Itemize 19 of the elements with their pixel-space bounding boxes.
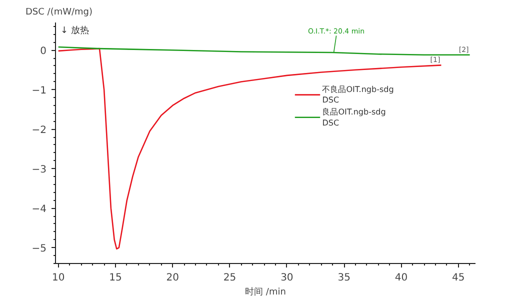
annotation: ↓ 放热	[60, 25, 89, 36]
x-tick-label: 10	[52, 272, 65, 284]
y-axis-title: DSC /(mW/mg)	[26, 8, 93, 18]
x-axis-title: 时间 /min	[245, 286, 286, 298]
y-tick-label: −1	[32, 86, 47, 97]
x-tick-label: 40	[394, 272, 408, 284]
x-tick-label: 20	[166, 272, 180, 284]
legend-label: 良品OIT.ngb-sdg DSC	[322, 107, 386, 128]
x-tick-label: 30	[280, 272, 294, 284]
x-tick-label: 35	[338, 272, 350, 284]
legend-label: 不良品OIT.ngb-sdg DSC	[322, 84, 394, 105]
y-tick-label: −3	[32, 164, 47, 176]
y-tick-label: −4	[32, 204, 47, 216]
y-tick-label: −5	[32, 244, 47, 255]
x-tick-label: 25	[223, 272, 236, 284]
y-tick-label: −2	[32, 125, 47, 136]
y-tick-label: 0	[40, 46, 47, 58]
x-tick-label: 15	[109, 272, 122, 284]
x-tick-label: 45	[452, 272, 465, 284]
